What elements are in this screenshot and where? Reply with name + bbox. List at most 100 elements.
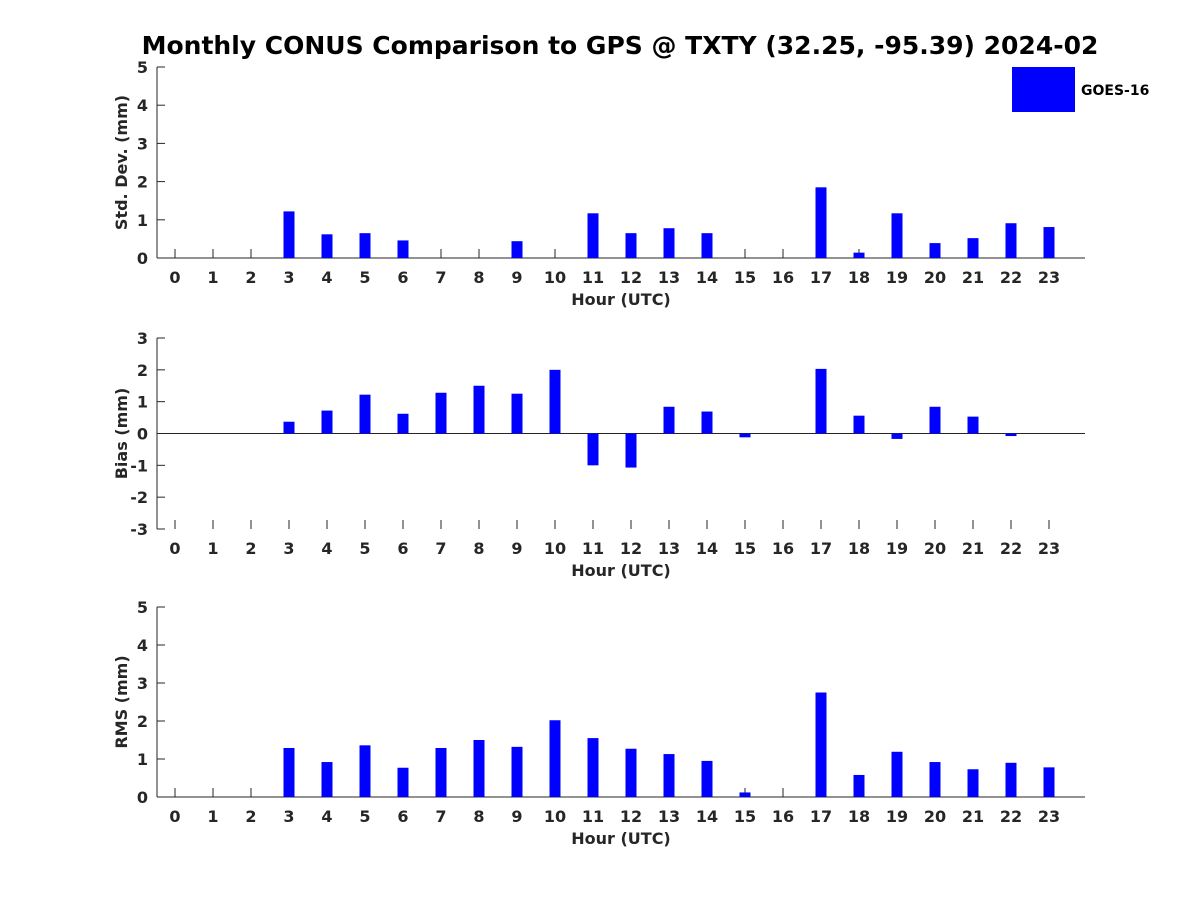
x-tick-label: 7 — [435, 268, 446, 287]
y-tick-label: 2 — [137, 712, 148, 731]
bar-hour-21 — [967, 769, 979, 797]
chart-title: Monthly CONUS Comparison to GPS @ TXTY (… — [142, 31, 1099, 60]
bar-hour-21 — [967, 238, 979, 258]
y-tick-label: 3 — [137, 134, 148, 153]
bar-hour-18 — [853, 415, 865, 434]
x-tick-label: 22 — [1000, 268, 1022, 287]
x-tick-label: 17 — [810, 268, 832, 287]
x-tick-label: 23 — [1038, 268, 1060, 287]
bar-hour-3 — [283, 747, 295, 797]
y-tick-label: 4 — [137, 96, 148, 115]
x-tick-label: 13 — [658, 807, 680, 826]
x-tick-label: 18 — [848, 807, 870, 826]
x-tick-label: 17 — [810, 539, 832, 558]
x-tick-label: 0 — [169, 268, 180, 287]
y-tick-label: 3 — [137, 329, 148, 348]
y-tick-label: 5 — [137, 58, 148, 77]
y-tick-label: 1 — [137, 750, 148, 769]
bar-hour-13 — [663, 228, 675, 258]
bar-hour-3 — [283, 211, 295, 258]
x-tick-label: 5 — [359, 807, 370, 826]
y-tick-label: 4 — [137, 636, 148, 655]
x-tick-label: 3 — [283, 539, 294, 558]
y-tick-label: 1 — [137, 211, 148, 230]
x-tick-label: 21 — [962, 539, 984, 558]
bar-hour-6 — [397, 240, 409, 258]
x-tick-label: 23 — [1038, 539, 1060, 558]
bar-hour-11 — [587, 213, 599, 258]
bar-hour-20 — [929, 406, 941, 434]
bar-hour-23 — [1043, 767, 1055, 797]
bar-hour-9 — [511, 393, 523, 434]
y-tick-label: 0 — [137, 249, 148, 268]
y-tick-label: 2 — [137, 361, 148, 380]
y-axis-label: Bias (mm) — [112, 388, 131, 480]
x-tick-label: 18 — [848, 539, 870, 558]
x-tick-label: 9 — [511, 539, 522, 558]
legend-swatch-goes16 — [1012, 67, 1075, 112]
bar-hour-15 — [739, 792, 751, 797]
x-axis-label: Hour (UTC) — [571, 561, 671, 580]
x-tick-label: 21 — [962, 807, 984, 826]
x-tick-label: 9 — [511, 807, 522, 826]
x-tick-label: 6 — [397, 539, 408, 558]
x-tick-label: 12 — [620, 807, 642, 826]
x-tick-label: 18 — [848, 268, 870, 287]
bar-hour-10 — [549, 369, 561, 434]
x-tick-label: 20 — [924, 807, 946, 826]
x-tick-label: 4 — [321, 268, 332, 287]
x-tick-label: 14 — [696, 539, 718, 558]
bar-hour-4 — [321, 234, 333, 258]
bar-hour-4 — [321, 762, 333, 797]
y-axis-label: RMS (mm) — [112, 655, 131, 748]
x-tick-label: 14 — [696, 807, 718, 826]
x-tick-label: 13 — [658, 268, 680, 287]
x-tick-label: 5 — [359, 268, 370, 287]
bar-hour-8 — [473, 740, 485, 797]
x-tick-label: 23 — [1038, 807, 1060, 826]
x-tick-label: 15 — [734, 268, 756, 287]
x-tick-label: 14 — [696, 268, 718, 287]
x-tick-label: 10 — [544, 807, 566, 826]
x-tick-label: 11 — [582, 539, 604, 558]
x-tick-label: 8 — [473, 268, 484, 287]
x-tick-label: 21 — [962, 268, 984, 287]
x-tick-label: 10 — [544, 539, 566, 558]
bar-hour-20 — [929, 762, 941, 797]
y-axis-label: Std. Dev. (mm) — [112, 95, 131, 230]
y-tick-label: 3 — [137, 674, 148, 693]
bar-hour-11 — [587, 433, 599, 466]
y-tick-label: -2 — [130, 488, 148, 507]
bar-hour-22 — [1005, 433, 1017, 437]
bar-hour-14 — [701, 760, 713, 797]
x-tick-label: 10 — [544, 268, 566, 287]
x-tick-label: 3 — [283, 807, 294, 826]
x-tick-label: 1 — [207, 539, 218, 558]
bar-hour-9 — [511, 746, 523, 797]
x-tick-label: 5 — [359, 539, 370, 558]
bar-hour-18 — [853, 774, 865, 797]
legend: GOES-16 — [1012, 67, 1149, 112]
x-tick-label: 2 — [245, 268, 256, 287]
bar-hour-4 — [321, 410, 333, 434]
bar-hour-14 — [701, 233, 713, 258]
bar-hour-10 — [549, 720, 561, 797]
x-tick-label: 15 — [734, 539, 756, 558]
bar-hour-20 — [929, 243, 941, 258]
x-tick-label: 4 — [321, 539, 332, 558]
bar-hour-22 — [1005, 223, 1017, 258]
bar-hour-14 — [701, 411, 713, 434]
bar-hour-11 — [587, 738, 599, 797]
x-tick-label: 3 — [283, 268, 294, 287]
x-tick-label: 2 — [245, 807, 256, 826]
bar-hour-6 — [397, 413, 409, 434]
y-tick-label: 1 — [137, 393, 148, 412]
x-tick-label: 9 — [511, 268, 522, 287]
bar-hour-19 — [891, 433, 903, 439]
bar-hour-19 — [891, 213, 903, 258]
bar-hour-17 — [815, 692, 827, 797]
bar-hour-21 — [967, 416, 979, 434]
bar-hour-5 — [359, 394, 371, 434]
x-tick-label: 0 — [169, 807, 180, 826]
x-tick-label: 20 — [924, 268, 946, 287]
